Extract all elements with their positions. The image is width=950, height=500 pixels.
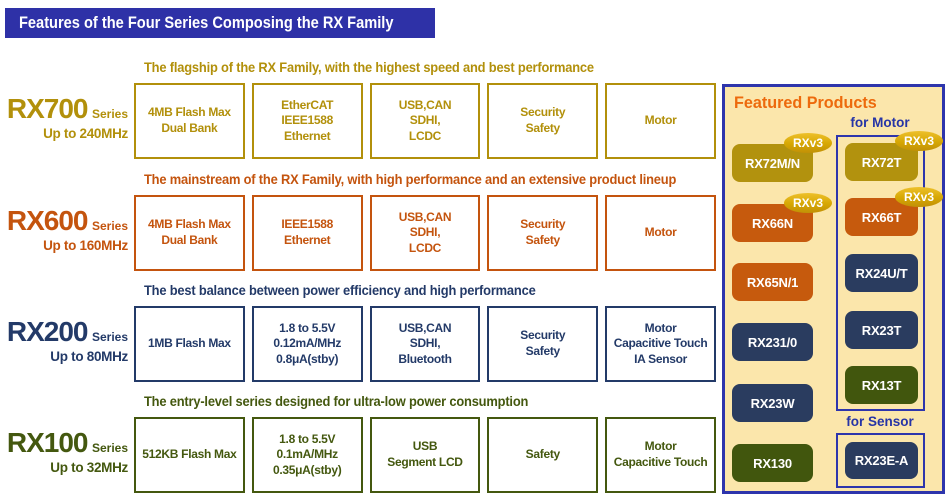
rxv3-badge: RXv3 xyxy=(784,193,832,213)
rxv3-badge: RXv3 xyxy=(895,187,943,207)
feature-box: Security Safety xyxy=(487,306,599,382)
rxv3-badge: RXv3 xyxy=(784,133,832,153)
series-name: RX600 xyxy=(6,205,89,236)
feature-boxes-rx700: 4MB Flash Max Dual Bank EtherCAT IEEE158… xyxy=(134,83,716,159)
series-suffix: Series xyxy=(91,441,128,455)
feature-boxes-rx200: 1MB Flash Max 1.8 to 5.5V 0.12mA/MHz 0.8… xyxy=(134,306,716,382)
series-label-rx600: RX600 Series Up to 160MHz xyxy=(0,205,128,254)
feature-box: Security Safety xyxy=(487,83,599,159)
product-chip-rx231-0[interactable]: RX231/0 xyxy=(732,323,813,361)
feature-box: IEEE1588 Ethernet xyxy=(251,195,363,271)
feature-box: 1.8 to 5.5V 0.12mA/MHz 0.8μA(stby) xyxy=(251,306,363,382)
feature-box: 4MB Flash Max Dual Bank xyxy=(134,195,245,271)
series-suffix: Series xyxy=(91,330,128,344)
feature-box: USB,CAN SDHI, Bluetooth xyxy=(369,306,481,382)
series-label-rx100: RX100 Series Up to 32MHz xyxy=(0,427,128,476)
rxv3-badge: RXv3 xyxy=(895,131,943,151)
series-suffix: Series xyxy=(91,219,128,233)
row-headline: The best balance between power efficienc… xyxy=(144,282,536,298)
series-label-rx700: RX700 Series Up to 240MHz xyxy=(0,93,128,142)
title-banner: Features of the Four Series Composing th… xyxy=(5,8,435,38)
series-name: RX700 xyxy=(6,93,89,124)
motor-group-box: RXv3 RX72T RXv3 RX66T RX24U/T RX23T RX13… xyxy=(836,131,943,411)
feature-box: 4MB Flash Max Dual Bank xyxy=(134,83,245,159)
feature-box: Motor Capacitive Touch IA Sensor xyxy=(605,306,716,382)
series-name: RX100 xyxy=(6,427,89,458)
row-headline: The mainstream of the RX Family, with hi… xyxy=(144,171,677,187)
feature-box: Motor Capacitive Touch xyxy=(605,417,716,493)
feature-box: Security Safety xyxy=(487,195,599,271)
series-row-rx200: The best balance between power efficienc… xyxy=(0,282,718,386)
product-chip-rx24u-t[interactable]: RX24U/T xyxy=(845,254,918,292)
series-label-rx200: RX200 Series Up to 80MHz xyxy=(0,316,128,365)
featured-products-panel: Featured Products RXv3 RX72M/N RXv3 RX66… xyxy=(722,84,945,494)
series-clock: Up to 240MHz xyxy=(43,126,128,141)
feature-box: USB,CAN SDHI, LCDC xyxy=(369,195,481,271)
feature-box: USB Segment LCD xyxy=(369,417,481,493)
feature-boxes-rx600: 4MB Flash Max Dual Bank IEEE1588 Etherne… xyxy=(134,195,716,271)
feature-box: EtherCAT IEEE1588 Ethernet xyxy=(251,83,363,159)
series-clock: Up to 32MHz xyxy=(50,460,128,475)
product-chip-rx23e-a[interactable]: RX23E-A xyxy=(845,442,918,479)
product-chip-rx23w[interactable]: RX23W xyxy=(732,384,813,422)
product-chip-rx72t[interactable]: RX72T xyxy=(845,143,918,181)
for-sensor-label: for Sensor xyxy=(846,414,914,429)
feature-box: 1MB Flash Max xyxy=(134,306,245,382)
feature-boxes-rx100: 512KB Flash Max 1.8 to 5.5V 0.1mA/MHz 0.… xyxy=(134,417,716,493)
feature-box: Motor xyxy=(605,83,716,159)
product-chip-rx130[interactable]: RX130 xyxy=(732,444,813,482)
series-row-rx100: The entry-level series designed for ultr… xyxy=(0,393,718,497)
series-row-rx600: The mainstream of the RX Family, with hi… xyxy=(0,171,718,275)
series-clock: Up to 80MHz xyxy=(50,349,128,364)
series-suffix: Series xyxy=(91,107,128,121)
row-headline: The entry-level series designed for ultr… xyxy=(144,393,529,409)
for-motor-label: for Motor xyxy=(850,115,910,130)
featured-products-title: Featured Products xyxy=(734,93,877,112)
feature-box: Motor xyxy=(605,195,716,271)
feature-box: 1.8 to 5.5V 0.1mA/MHz 0.35μA(stby) xyxy=(251,417,363,493)
sensor-group-box: RX23E-A xyxy=(836,433,925,488)
feature-box: 512KB Flash Max xyxy=(134,417,245,493)
title-banner-text: Features of the Four Series Composing th… xyxy=(19,13,394,32)
series-name: RX200 xyxy=(6,316,89,347)
product-chip-rx65n-1[interactable]: RX65N/1 xyxy=(732,263,813,301)
series-clock: Up to 160MHz xyxy=(43,238,128,253)
feature-box: USB,CAN SDHI, LCDC xyxy=(369,83,481,159)
row-headline: The flagship of the RX Family, with the … xyxy=(144,59,594,75)
series-row-rx700: The flagship of the RX Family, with the … xyxy=(0,59,718,163)
product-chip-rx13t[interactable]: RX13T xyxy=(845,366,918,404)
product-chip-rx23t[interactable]: RX23T xyxy=(845,311,918,349)
feature-box: Safety xyxy=(487,417,599,493)
